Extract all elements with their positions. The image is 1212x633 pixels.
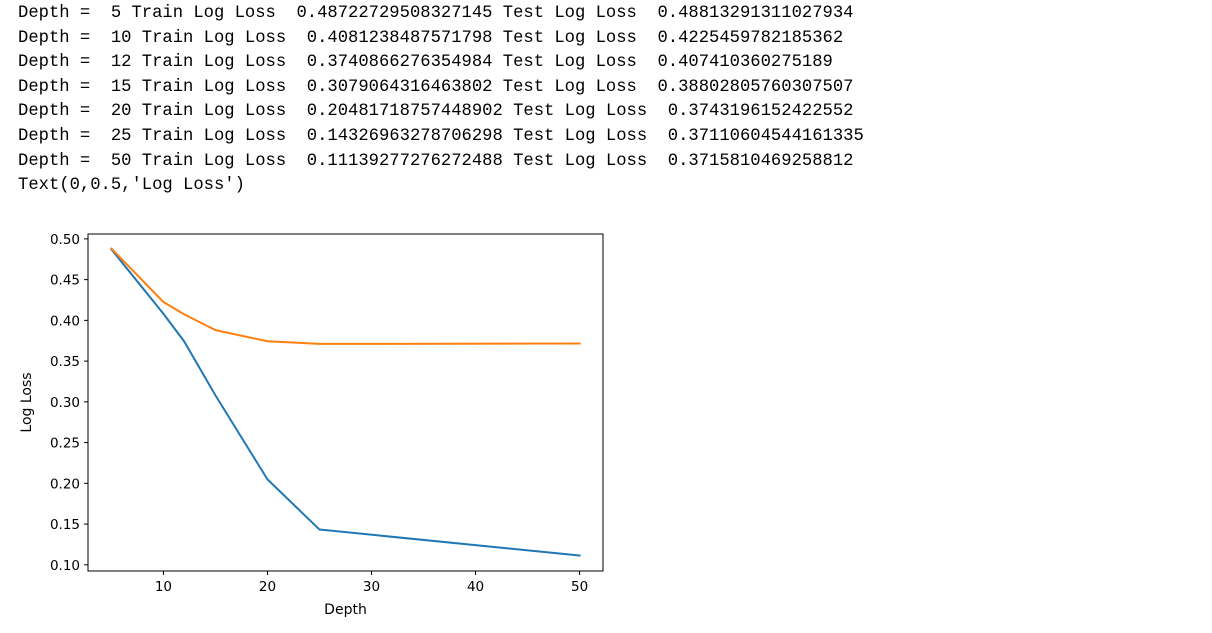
y-tick-label: 0.15 [50, 517, 80, 533]
x-tick-label: 20 [259, 579, 276, 595]
output-line-text-repr: Text(0,0.5,'Log Loss') [18, 176, 245, 196]
y-tick-label: 0.10 [50, 558, 80, 574]
tick-labels: 0.10 0.15 0.20 0.25 0.30 0.35 0.40 0.45 0.50 10 20… [50, 232, 588, 595]
y-tick-label: 0.45 [50, 273, 80, 289]
y-tick-label: 0.30 [50, 395, 80, 411]
x-tick-label: 30 [363, 579, 380, 595]
output-line-depth-12: Depth = 12 Train Log Loss 0.374086627635… [18, 53, 833, 73]
series-line-train [110, 247, 581, 557]
y-tick-label: 0.35 [50, 354, 80, 370]
y-tick-label: 0.50 [50, 232, 80, 248]
output-line-depth-25: Depth = 25 Train Log Loss 0.143269632787… [18, 126, 864, 146]
y-tick-label: 0.25 [50, 436, 80, 452]
output-line-depth-15: Depth = 15 Train Log Loss 0.307906431646… [18, 77, 854, 97]
x-tick-label: 40 [467, 579, 484, 595]
y-tick-label: 0.40 [50, 313, 80, 329]
output-line-depth-20: Depth = 20 Train Log Loss 0.204817187574… [18, 102, 854, 122]
y-axis-label: Log Loss [19, 372, 35, 432]
plot-frame [87, 233, 604, 572]
plot-background [88, 234, 603, 571]
x-tick-label: 50 [571, 579, 588, 595]
x-tick-label: 10 [155, 579, 172, 595]
series-lines [109, 247, 581, 557]
output-line-depth-10: Depth = 10 Train Log Loss 0.408123848757… [18, 28, 844, 48]
output-line-depth-50: Depth = 50 Train Log Loss 0.111392772762… [18, 151, 854, 171]
series-line-test [109, 247, 581, 345]
x-axis-label: Depth [324, 602, 367, 618]
cell-output: Depth = 5 Train Log Loss 0.4872272950832… [18, 2, 864, 199]
tick-marks [84, 238, 581, 575]
output-line-depth-5: Depth = 5 Train Log Loss 0.4872272950832… [18, 4, 854, 23]
y-tick-label: 0.20 [50, 476, 80, 492]
